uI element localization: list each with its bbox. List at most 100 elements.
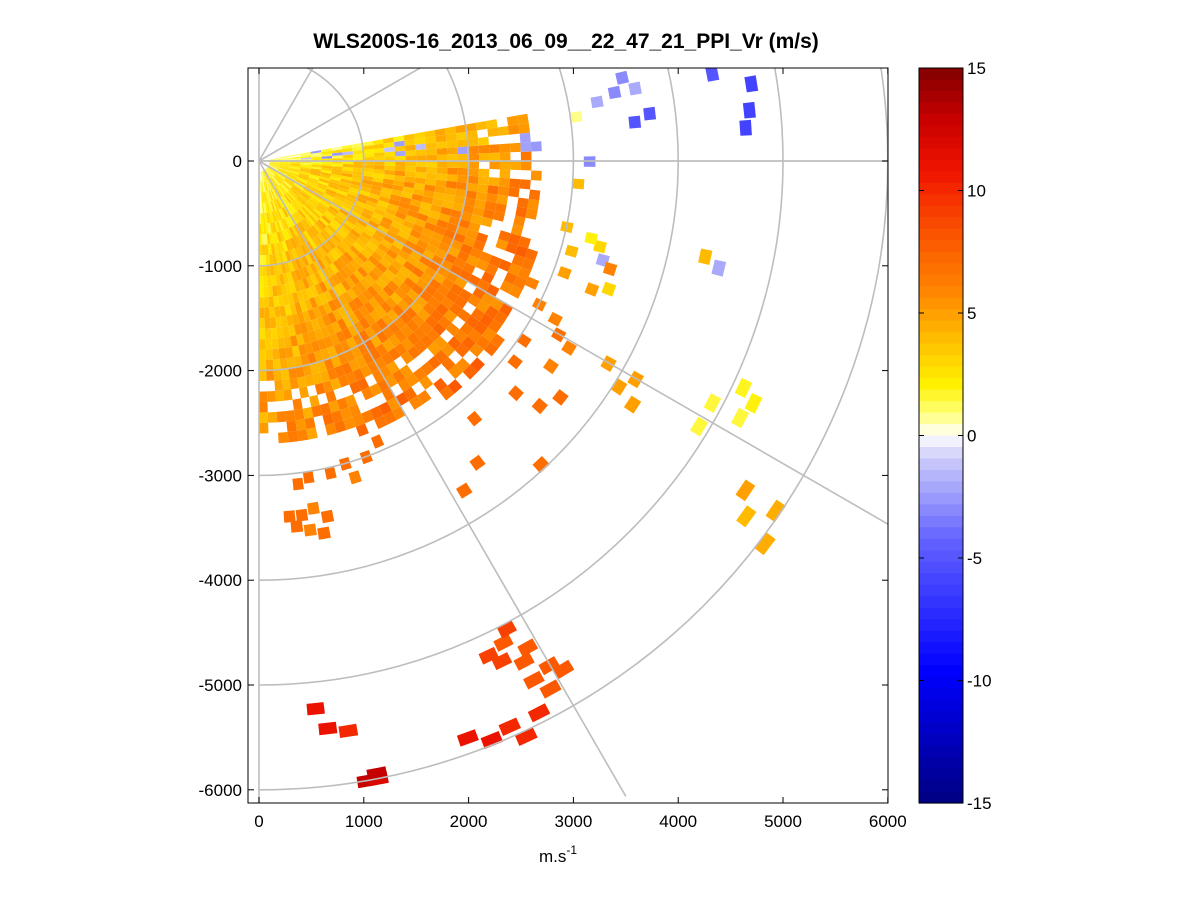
velocity-cell [411,193,423,202]
velocity-cell [299,300,308,313]
velocity-cell [302,364,313,377]
velocity-cell [318,281,328,293]
velocity-cell [374,161,385,166]
velocity-cell [304,253,314,265]
velocity-cell [428,210,441,220]
colorbar-swatch [919,538,963,551]
velocity-cell [468,153,480,161]
velocity-cell [520,151,532,161]
velocity-cell [744,393,763,414]
velocity-cell [321,165,333,169]
velocity-cell [271,338,279,350]
velocity-cell [283,272,290,284]
velocity-cell [327,299,338,312]
velocity-cell [331,171,342,176]
velocity-cell [300,232,309,243]
velocity-cell [282,326,290,338]
velocity-cell [339,181,351,187]
velocity-cell [744,75,759,93]
velocity-cell [272,253,278,265]
velocity-cell [286,314,294,327]
velocity-cell [279,155,291,159]
velocity-cell [393,175,405,182]
velocity-cell [319,217,330,227]
velocity-cell [295,508,309,522]
velocity-cell [499,143,511,153]
velocity-cell [607,85,622,100]
velocity-cell [441,277,455,290]
velocity-cell [464,197,476,207]
velocity-cell [363,227,375,238]
velocity-cell [426,216,439,226]
velocity-cell [518,123,530,134]
velocity-cell [291,313,300,325]
velocity-cell [408,204,421,213]
velocity-cell [347,213,359,223]
velocity-cell [384,374,398,388]
velocity-cell [336,257,347,269]
velocity-cell [270,178,277,188]
velocity-cell [266,167,276,175]
velocity-cell [323,212,334,222]
velocity-cell [350,346,363,359]
chart-title: WLS200S-16_2013_06_09__22_47_21_PPI_Vr (… [313,30,819,53]
velocity-cell [259,370,267,382]
velocity-cell [391,259,404,271]
velocity-cell [333,197,344,206]
velocity-cell [460,243,473,255]
velocity-cell [463,236,476,248]
velocity-cell [362,289,374,302]
velocity-cell [266,265,272,276]
velocity-cell [442,200,454,210]
velocity-cell [486,119,498,129]
velocity-cell [643,106,657,121]
velocity-cell [316,360,327,373]
velocity-cell [342,151,354,156]
velocity-cell [379,220,391,230]
velocity-cell [524,276,540,290]
velocity-cell [288,170,299,176]
velocity-cell [316,184,327,191]
velocity-cell [332,163,343,167]
colorbar-tick-label: 0 [967,427,976,446]
velocity-cell [276,231,283,243]
velocity-cell [263,223,267,235]
velocity-cell [398,201,411,210]
velocity-cell [311,249,321,261]
velocity-cell [378,401,392,416]
velocity-cell [259,391,268,402]
velocity-cell [395,211,407,220]
velocity-cell [416,239,429,250]
velocity-cell [331,410,344,423]
velocity-cell [363,161,375,165]
velocity-cell [269,190,275,201]
velocity-cell [505,242,519,255]
velocity-cell [402,219,415,230]
velocity-cell [314,283,324,295]
velocity-cell [297,209,307,219]
velocity-cell [469,247,483,259]
velocity-cell [404,139,416,146]
velocity-cell [288,203,296,214]
velocity-cell [307,178,319,185]
velocity-cell [432,322,446,336]
velocity-cell [261,223,265,235]
velocity-cell [374,356,387,370]
velocity-cell [373,169,385,175]
velocity-cell [350,180,362,187]
velocity-cell [374,415,388,430]
velocity-cell [357,266,369,278]
velocity-cell [289,166,301,170]
velocity-cell [362,175,374,181]
colorbar-swatch [919,676,963,689]
velocity-cell [304,417,316,430]
velocity-cell [261,181,265,193]
colorbar-swatch [919,171,963,184]
velocity-cell [306,180,318,187]
velocity-cell [530,141,542,152]
velocity-cell [332,152,343,156]
velocity-cell [271,177,279,187]
velocity-cell [552,389,569,406]
velocity-cell [364,274,376,286]
velocity-cell [426,161,438,168]
